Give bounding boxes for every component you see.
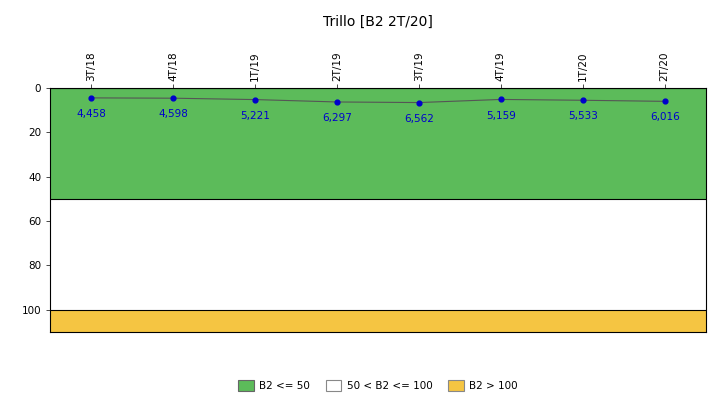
Text: 6,562: 6,562 [404,114,434,124]
Point [659,98,670,104]
Bar [50,199,706,310]
Title: Trillo [B2 2T/20]: Trillo [B2 2T/20] [323,14,433,28]
Bar [50,88,706,199]
Text: 6,016: 6,016 [649,112,680,122]
Text: 4,458: 4,458 [76,109,107,119]
Point [249,96,261,103]
Bar [50,310,706,332]
Text: 4,598: 4,598 [158,109,188,119]
Point [331,99,343,105]
Point [86,95,97,101]
Text: 5,533: 5,533 [568,111,598,121]
Point [168,95,179,101]
Legend: B2 <= 50, 50 < B2 <= 100, B2 > 100: B2 <= 50, 50 < B2 <= 100, B2 > 100 [234,376,522,395]
Text: 5,159: 5,159 [486,110,516,120]
Text: 5,221: 5,221 [240,111,270,121]
Text: 6,297: 6,297 [322,113,352,123]
Point [413,99,425,106]
Point [577,97,588,104]
Point [495,96,507,103]
